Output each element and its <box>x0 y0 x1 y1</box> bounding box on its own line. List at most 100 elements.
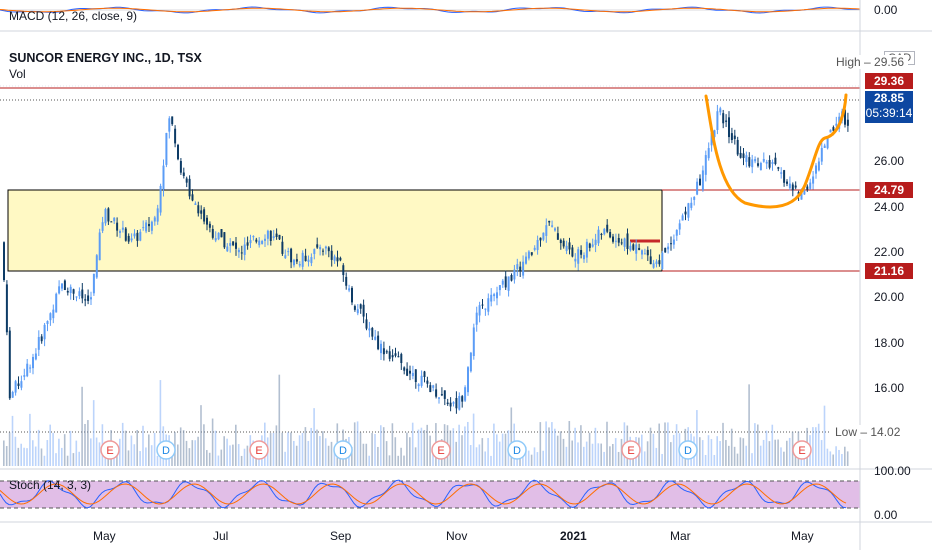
candle-body <box>736 139 739 155</box>
volume-bar <box>600 443 602 466</box>
candle-body <box>646 249 649 256</box>
candle-body <box>162 165 165 190</box>
volume-bar <box>327 445 330 466</box>
price-tick-26: 26.00 <box>874 154 905 168</box>
volume-bar <box>406 432 408 466</box>
candle-body <box>342 265 345 276</box>
volume-bar <box>780 447 782 466</box>
volume-bar <box>641 434 643 466</box>
candle-body <box>34 353 37 360</box>
candle-body <box>400 354 403 364</box>
candle-body <box>655 261 658 264</box>
candle-body <box>435 389 438 397</box>
candle-body <box>559 239 562 244</box>
volume-bar <box>455 441 457 466</box>
volume-bar <box>313 408 315 466</box>
volume-bar <box>716 436 718 466</box>
event-marker-label: D <box>513 445 521 457</box>
level-tag-zone-bottom: 21.16 <box>865 263 913 279</box>
volume-bar <box>40 448 43 466</box>
candle-body <box>649 256 652 265</box>
volume-bar <box>452 428 455 466</box>
candle-body <box>365 319 368 329</box>
candle-body <box>800 191 803 200</box>
volume-bar <box>307 440 310 466</box>
earnings-event-marker <box>792 440 812 460</box>
candle-body <box>58 286 61 294</box>
candle-body <box>713 130 716 138</box>
candle-body <box>124 228 127 241</box>
candle-body <box>490 294 493 302</box>
volume-bar <box>823 405 826 466</box>
volume-bar <box>594 427 597 466</box>
candlestick-series <box>3 104 849 414</box>
volume-bar <box>704 454 707 466</box>
volume-bar <box>150 445 153 466</box>
volume-bar <box>316 429 318 466</box>
volume-bar <box>533 447 536 466</box>
volume-bar <box>429 435 431 466</box>
candle-body <box>298 264 301 266</box>
volume-bar <box>461 435 463 466</box>
volume-bar <box>275 425 278 466</box>
candle-body <box>585 241 588 258</box>
candle-body <box>290 248 293 263</box>
volume-bar <box>748 384 750 466</box>
volume-bar <box>414 447 417 466</box>
volume-bar <box>548 427 550 466</box>
volume-bar <box>606 421 608 466</box>
volume-bar <box>81 386 83 466</box>
volume-bar <box>652 433 655 466</box>
candle-body <box>133 233 136 237</box>
candle-body <box>107 208 110 222</box>
volume-bar <box>61 447 63 466</box>
volume-bar <box>504 433 507 466</box>
volume-bar <box>78 451 80 466</box>
candle-body <box>113 217 116 222</box>
candle-body <box>844 109 846 125</box>
volume-bar <box>670 442 672 466</box>
volume-bar <box>527 450 530 466</box>
volume-bar <box>142 425 144 466</box>
volume-bar <box>281 432 283 466</box>
volume-bar <box>762 439 765 466</box>
dividend-event-marker <box>507 440 527 460</box>
volume-bar <box>220 449 223 466</box>
price-tick-24: 24.00 <box>874 200 905 214</box>
candle-body <box>78 291 81 297</box>
volume-bar <box>156 455 159 466</box>
candle-body <box>678 223 681 230</box>
countdown-value: 05:39:14 <box>865 106 913 120</box>
volume-bar <box>559 431 562 466</box>
volume-bar <box>116 454 118 466</box>
volume-bar <box>409 437 411 466</box>
volume-bar <box>214 430 217 466</box>
volume-bar <box>675 424 678 466</box>
candle-body <box>635 244 638 254</box>
stoch-d-line <box>0 483 847 505</box>
volume-bar <box>768 441 771 466</box>
candle-body <box>101 222 104 231</box>
candle-body <box>513 269 516 280</box>
volume-bar <box>577 442 579 466</box>
candle-body <box>182 172 185 176</box>
volume-bar <box>298 435 301 466</box>
volume-bar <box>751 453 753 466</box>
symbol-title[interactable]: SUNCOR ENERGY INC., 1D, TSX <box>9 51 202 65</box>
high-value: 29.56 <box>874 55 905 69</box>
volume-bar <box>835 446 837 466</box>
candle-body <box>603 228 606 235</box>
event-marker-label: E <box>255 445 262 457</box>
candle-body <box>371 328 374 337</box>
volume-bar <box>554 428 556 466</box>
volume-bar <box>490 455 492 466</box>
volume-bar <box>58 438 60 466</box>
volume-bar <box>565 446 568 466</box>
candle-body <box>26 363 29 377</box>
candle-body <box>177 144 179 160</box>
volume-bar <box>351 447 353 466</box>
volume-bar <box>725 440 727 466</box>
volume-bar <box>232 444 234 466</box>
candle-body <box>577 249 580 264</box>
